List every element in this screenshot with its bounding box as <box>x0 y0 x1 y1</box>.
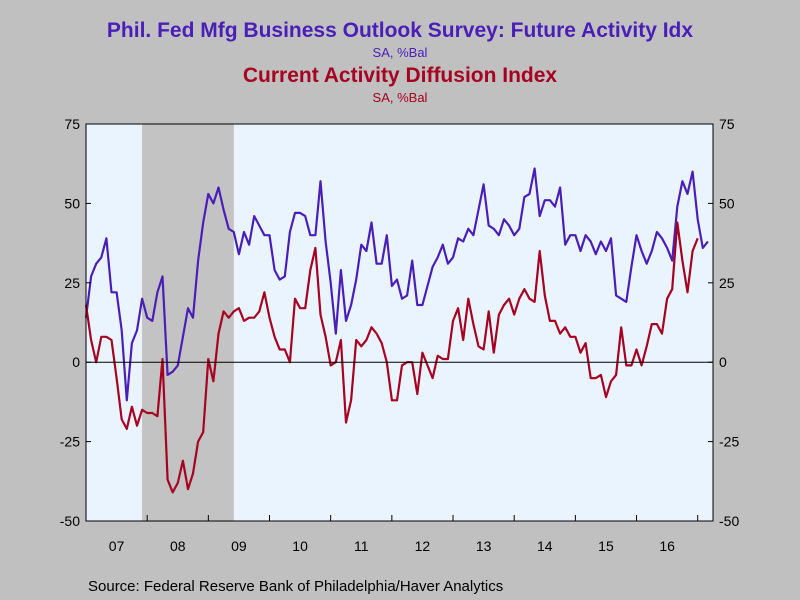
x-tick-label: 07 <box>109 538 125 554</box>
series-line-current <box>84 221 699 494</box>
x-tick-label: 15 <box>598 538 614 554</box>
x-tick-label: 12 <box>415 538 431 554</box>
x-tick-label: 16 <box>659 538 675 554</box>
chart-subtitle-future: SA, %Bal <box>372 45 428 60</box>
x-tick-label: 10 <box>292 538 308 554</box>
y-tick-label-right: 25 <box>719 275 735 291</box>
y-tick-label-left: -50 <box>60 513 80 529</box>
chart-subtitle-current: SA, %Bal <box>372 90 428 105</box>
y-tick-label-right: -25 <box>719 434 739 450</box>
y-tick-label-left: -25 <box>60 434 80 450</box>
y-tick-label-left: 0 <box>72 354 80 370</box>
chart-title-future: Phil. Fed Mfg Business Outlook Survey: F… <box>106 19 694 42</box>
x-tick-label: 08 <box>170 538 186 554</box>
x-tick-label: 14 <box>537 538 553 554</box>
x-tick-label: 09 <box>231 538 247 554</box>
y-tick-label-right: 75 <box>719 116 735 132</box>
x-tick-label: 11 <box>354 538 369 554</box>
y-tick-label-left: 25 <box>64 275 80 291</box>
y-tick-label-left: 75 <box>64 116 80 132</box>
x-tick-label: 13 <box>476 538 492 554</box>
y-tick-label-left: 50 <box>64 195 80 211</box>
y-tick-label-right: 0 <box>719 354 727 370</box>
series-line-future <box>84 167 709 402</box>
plot-frame <box>85 123 714 522</box>
y-tick-label-right: -50 <box>719 513 739 529</box>
source-note: Source: Federal Reserve Bank of Philadel… <box>88 578 504 595</box>
chart-title-current: Current Activity Diffusion Index <box>242 64 558 87</box>
y-tick-label-right: 50 <box>719 195 735 211</box>
